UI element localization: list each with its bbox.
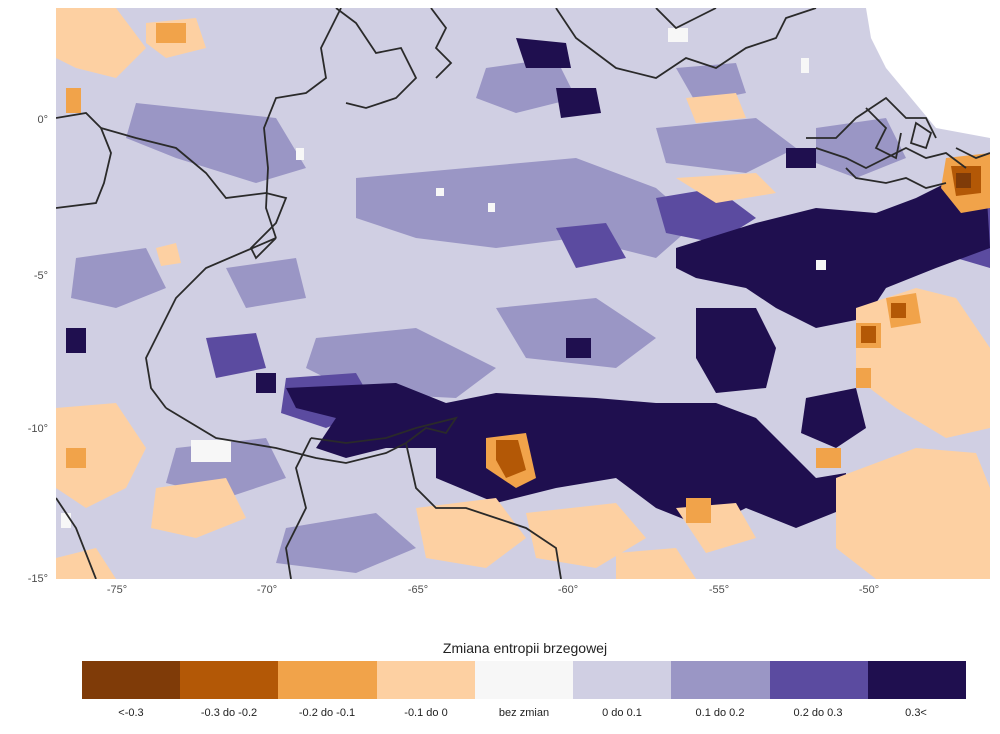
class-0.3-plus-patches <box>66 38 990 528</box>
legend-swatch-2 <box>278 661 377 699</box>
legend-swatch-5 <box>573 661 672 699</box>
legend-label-7: 0.2 do 0.3 <box>793 707 843 719</box>
x-tick-1: -70° <box>256 584 278 596</box>
legend-swatch-7 <box>769 661 868 699</box>
y-tick-0: 0° <box>37 114 48 126</box>
x-tick-0: -75° <box>106 584 128 596</box>
class-neg0.1-0-patches <box>56 8 990 579</box>
legend-swatch-1 <box>180 661 279 699</box>
y-tick-3: -15° <box>27 573 48 585</box>
legend-swatch-6 <box>671 661 770 699</box>
x-tick-3: -60° <box>557 584 579 596</box>
legend-label-8: 0.3< <box>905 707 927 719</box>
legend-swatch-0 <box>82 661 181 699</box>
legend-swatch-8 <box>867 661 966 699</box>
legend-label-4: bez zmian <box>498 707 550 719</box>
y-tick-2: -10° <box>27 423 48 435</box>
legend-label-2: -0.2 do -0.1 <box>298 707 356 719</box>
x-tick-2: -65° <box>407 584 429 596</box>
legend-title: Zmiana entropii brzegowej <box>442 640 608 656</box>
legend-label-1: -0.3 do -0.2 <box>200 707 258 719</box>
no-data-area <box>866 8 990 138</box>
legend-color-bar <box>82 661 966 699</box>
entropy-change-map <box>56 8 990 579</box>
class-no-change-cells <box>61 28 826 528</box>
legend-label-3: -0.1 do 0 <box>404 707 448 719</box>
class-strong-negative-patches <box>496 166 981 478</box>
legend-label-5: 0 do 0.1 <box>602 707 642 719</box>
x-tick-4: -55° <box>708 584 730 596</box>
y-tick-1: -5° <box>33 270 48 282</box>
country-borders <box>56 8 990 579</box>
legend-swatch-4 <box>474 661 574 699</box>
map-panel <box>56 8 990 579</box>
x-tick-5: -50° <box>858 584 880 596</box>
legend-label-6: 0.1 do 0.2 <box>695 707 745 719</box>
legend-swatch-3 <box>376 661 475 699</box>
legend-label-0: <-0.3 <box>118 707 144 719</box>
